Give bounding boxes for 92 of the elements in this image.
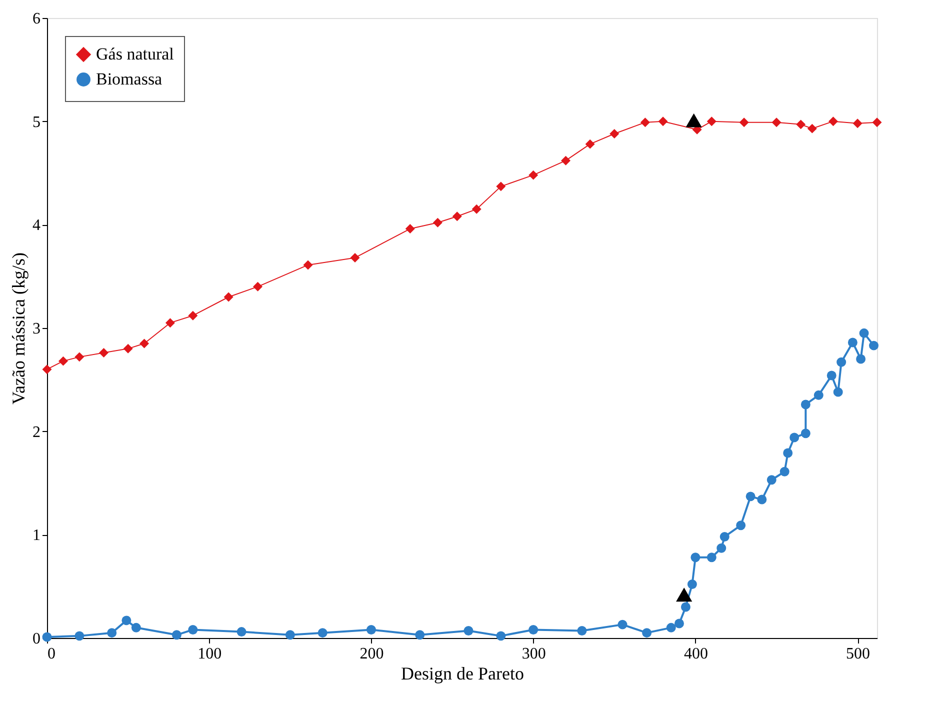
point	[172, 630, 182, 640]
point	[528, 625, 538, 634]
point	[640, 118, 650, 128]
point	[780, 466, 790, 476]
point	[666, 622, 676, 632]
point	[303, 260, 313, 270]
point	[496, 182, 506, 192]
point	[687, 580, 697, 589]
point	[739, 118, 749, 128]
point	[561, 156, 570, 166]
point	[814, 390, 824, 400]
point	[720, 532, 730, 542]
point	[618, 620, 628, 630]
point	[706, 116, 716, 126]
point	[350, 252, 360, 262]
point	[783, 448, 793, 458]
point	[415, 630, 425, 640]
point	[528, 170, 538, 180]
point	[859, 328, 869, 338]
point	[674, 618, 684, 628]
y-tick-label: 3	[32, 320, 40, 338]
point	[706, 552, 716, 562]
point	[796, 120, 806, 130]
x-axis-title: Design de Pareto	[401, 664, 524, 684]
point	[452, 212, 462, 222]
point	[642, 628, 652, 638]
point	[585, 139, 595, 149]
point	[165, 318, 175, 328]
point	[757, 494, 767, 504]
y-tick-label: 5	[32, 114, 40, 131]
x-tick-label: 300	[522, 646, 546, 662]
point	[188, 625, 198, 634]
point	[676, 588, 692, 602]
point	[848, 338, 858, 348]
point	[680, 602, 690, 612]
point	[828, 116, 838, 126]
point	[800, 428, 810, 438]
point	[131, 622, 141, 632]
y-tick-label: 6	[32, 10, 40, 28]
legend-label: Biomassa	[96, 70, 163, 88]
point	[253, 282, 262, 292]
y-tick-label: 2	[32, 424, 40, 441]
point	[807, 124, 817, 134]
point	[107, 628, 117, 638]
point	[852, 118, 862, 128]
point	[464, 626, 474, 636]
point	[716, 543, 726, 553]
point	[833, 387, 843, 397]
point	[736, 520, 746, 530]
point	[790, 432, 800, 442]
point	[658, 116, 668, 126]
x-tick-label: 400	[684, 646, 708, 662]
point	[610, 128, 620, 138]
point	[836, 357, 846, 367]
x-tick-label: 500	[846, 646, 870, 662]
point	[772, 118, 782, 128]
point	[122, 616, 132, 626]
point	[74, 352, 84, 362]
legend-label: Gás natural	[96, 44, 174, 64]
point	[746, 492, 756, 502]
point	[285, 630, 295, 640]
point	[872, 118, 882, 128]
y-tick-label: 0	[32, 630, 40, 648]
y-tick-label: 1	[32, 527, 40, 544]
point	[224, 292, 234, 302]
point	[826, 370, 836, 380]
point	[869, 340, 878, 350]
point	[405, 224, 415, 234]
point	[432, 218, 442, 228]
point	[366, 625, 376, 634]
point	[766, 475, 776, 485]
point	[577, 626, 587, 636]
point	[318, 628, 328, 638]
point	[472, 204, 482, 214]
point	[58, 356, 68, 366]
point	[856, 354, 866, 364]
x-tick-label: 100	[198, 646, 222, 662]
y-tick-label: 4	[32, 217, 40, 234]
point	[236, 627, 246, 637]
x-tick-label: 200	[360, 646, 384, 662]
point	[686, 113, 702, 128]
point	[800, 400, 810, 410]
point	[42, 364, 52, 374]
point	[123, 344, 133, 354]
point	[98, 348, 108, 358]
y-axis-title: Vazão mássica (kg/s)	[8, 252, 28, 404]
point	[188, 310, 198, 320]
x-tick-label: 0	[48, 646, 56, 662]
point	[74, 631, 84, 641]
point	[690, 552, 700, 562]
point	[496, 631, 506, 641]
point	[140, 338, 150, 348]
